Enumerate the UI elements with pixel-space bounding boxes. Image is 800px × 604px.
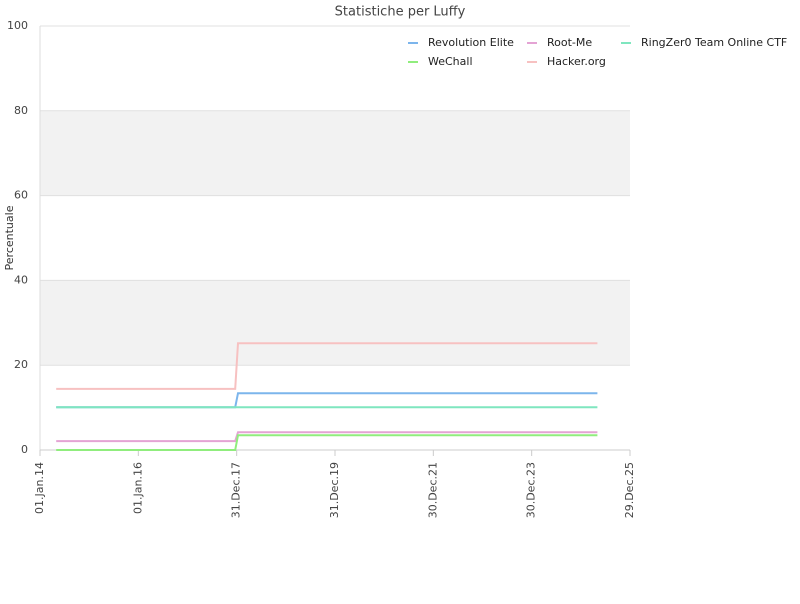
y-tick-label: 100: [7, 19, 28, 32]
x-tick-label: 01.Jan.16: [131, 462, 144, 514]
x-tick-label: 30.Dec.21: [426, 462, 439, 518]
y-tick-label: 80: [14, 104, 28, 117]
legend-label: WeChall: [428, 55, 473, 68]
plot-band: [40, 110, 630, 196]
y-tick-label: 40: [14, 273, 28, 286]
series-line: [56, 431, 598, 443]
legend: Revolution Elite Root-Me RingZer0 Team Onl…: [398, 30, 790, 72]
series-line: [56, 434, 598, 451]
legend-label: Revolution Elite: [428, 36, 514, 49]
legend-box: [398, 30, 790, 72]
series-line: [56, 342, 598, 390]
legend-label: RingZer0 Team Online CTF: [641, 36, 787, 49]
y-tick-label: 0: [21, 443, 28, 456]
x-tick-label: 29.Dec.25: [623, 462, 636, 518]
legend-label: Hacker.org: [547, 55, 606, 68]
legend-label: Root-Me: [547, 36, 592, 49]
y-axis-label: Percentuale: [3, 205, 16, 270]
chart-title: Statistiche per Luffy: [335, 5, 466, 20]
x-tick-label: 30.Dec.23: [525, 462, 538, 518]
x-tick-label: 31.Dec.19: [328, 462, 341, 518]
x-tick-label: 31.Dec.17: [230, 462, 243, 518]
y-tick-label: 20: [14, 358, 28, 371]
plot-band: [40, 280, 630, 366]
x-tick-label: 01.Jan.14: [33, 462, 46, 514]
series-line: [56, 392, 598, 409]
y-tick-label: 60: [14, 189, 28, 202]
